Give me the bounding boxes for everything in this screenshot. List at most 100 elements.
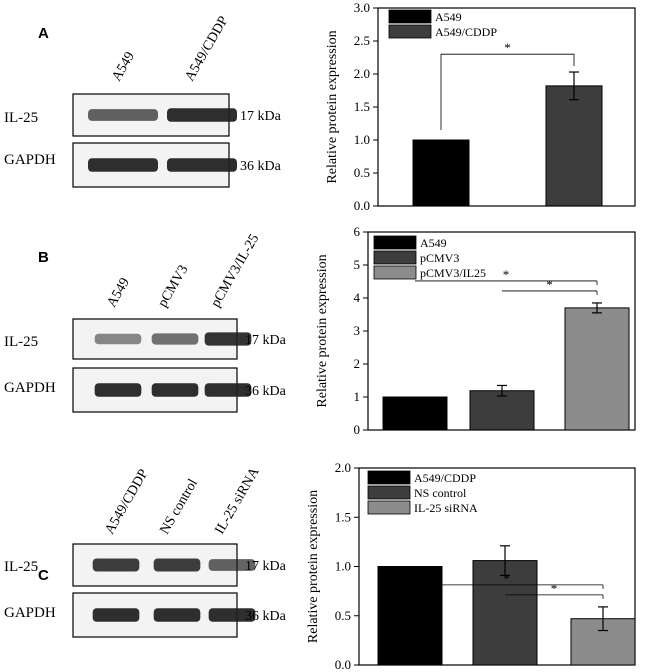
protein-band — [153, 608, 201, 622]
bar — [412, 139, 470, 207]
y-tick-label: 4 — [354, 290, 361, 305]
y-tick-label: 1 — [354, 389, 361, 404]
protein-band — [153, 558, 201, 572]
bar-chart: 0 1 2 3 4 5 6 Relative protein expression * * A549… — [315, 224, 636, 437]
panel-letter: C — [38, 567, 49, 584]
y-tick-label: 0.0 — [354, 198, 370, 213]
molecular-weight-label: 17 kDa — [240, 109, 282, 124]
molecular-weight-label: 36 kDa — [245, 384, 287, 399]
significance-star: * — [503, 571, 510, 586]
y-axis-label: Relative protein expression — [325, 30, 340, 183]
lane-label: A549 — [109, 50, 138, 84]
y-tick-label: 0.0 — [335, 657, 351, 672]
legend-label: pCMV3/IL25 — [420, 266, 486, 280]
y-tick-label: 5 — [354, 257, 361, 272]
western-blot: A549 A549/CDDP IL-25 17 kDa GAPDH 36 kDa — [4, 14, 282, 188]
protein-band — [88, 109, 158, 121]
bar — [545, 85, 603, 207]
y-tick-label: 2 — [354, 356, 361, 371]
panel-letter: A — [38, 25, 49, 42]
protein-band — [88, 158, 158, 172]
bar — [564, 307, 630, 431]
y-tick-label: 3 — [354, 323, 361, 338]
protein-band — [151, 383, 199, 397]
protein-label: IL-25 — [4, 110, 38, 126]
legend-label: A549 — [435, 10, 462, 24]
y-tick-label: 6 — [354, 224, 361, 239]
lane-label: A549 — [104, 276, 133, 310]
y-tick-label: 2.0 — [354, 66, 370, 81]
legend-label: IL-25 siRNA — [414, 501, 478, 515]
lane-label: pCMV3/IL-25 — [208, 232, 262, 310]
protein-band — [92, 608, 140, 622]
y-tick-label: 3.0 — [354, 0, 370, 15]
y-tick-label: 1.5 — [335, 509, 351, 524]
legend-label: A549/CDDP — [435, 25, 497, 39]
legend-label: A549/CDDP — [414, 471, 476, 485]
lane-label: IL-25 siRNA — [212, 464, 263, 537]
bar — [469, 390, 535, 431]
panel-letter: B — [38, 249, 49, 266]
y-axis-label: Relative protein expression — [306, 490, 321, 643]
western-blot: A549/CDDP NS control IL-25 siRNA IL-25 17 kD… — [4, 464, 287, 638]
significance-star: * — [551, 581, 558, 596]
lane-label: A549/CDDP — [182, 14, 231, 84]
legend-swatch — [388, 24, 432, 39]
significance-star: * — [503, 267, 510, 282]
y-tick-label: 0 — [354, 422, 361, 437]
y-axis-label: Relative protein expression — [315, 254, 330, 407]
y-tick-label: 1.0 — [335, 559, 351, 574]
bar-chart: 0.0 0.5 1.0 1.5 2.0 Relative protein expressi… — [306, 460, 636, 672]
legend-swatch — [388, 9, 432, 24]
legend-label: pCMV3 — [420, 251, 459, 265]
bar — [377, 566, 443, 666]
bar — [382, 396, 448, 431]
protein-band — [208, 608, 256, 622]
significance-star: * — [504, 40, 511, 55]
molecular-weight-label: 17 kDa — [245, 333, 287, 348]
bar — [472, 560, 538, 666]
protein-band — [92, 558, 140, 572]
significance-star: * — [546, 277, 553, 292]
protein-label: GAPDH — [4, 152, 56, 168]
legend-swatch — [373, 235, 417, 250]
protein-label: IL-25 — [4, 559, 38, 575]
protein-band — [204, 332, 252, 346]
protein-label: IL-25 — [4, 334, 38, 350]
protein-band — [204, 383, 252, 397]
legend-swatch — [367, 500, 411, 515]
protein-band — [151, 333, 199, 345]
y-tick-label: 1.0 — [354, 132, 370, 147]
molecular-weight-label: 36 kDa — [245, 609, 287, 624]
protein-label: GAPDH — [4, 605, 56, 621]
significance-bracket — [440, 53, 575, 130]
y-tick-label: 1.5 — [354, 99, 370, 114]
protein-band — [208, 559, 256, 571]
y-tick-label: 0.5 — [335, 608, 351, 623]
protein-band — [94, 383, 142, 397]
lane-label: A549/CDDP — [102, 467, 151, 537]
lane-label: pCMV3 — [155, 263, 191, 310]
protein-band — [167, 108, 237, 122]
legend-swatch — [367, 485, 411, 500]
protein-label: GAPDH — [4, 380, 56, 396]
lane-label: NS control — [157, 477, 201, 537]
molecular-weight-label: 36 kDa — [240, 159, 282, 174]
legend-label: A549 — [420, 236, 447, 250]
protein-band — [167, 158, 237, 172]
legend-label: NS control — [414, 486, 467, 500]
legend-swatch — [367, 470, 411, 485]
molecular-weight-label: 17 kDa — [245, 559, 287, 574]
legend-swatch — [373, 265, 417, 280]
y-tick-label: 2.0 — [335, 460, 351, 475]
y-tick-label: 2.5 — [354, 33, 370, 48]
legend-swatch — [373, 250, 417, 265]
y-tick-label: 0.5 — [354, 165, 370, 180]
